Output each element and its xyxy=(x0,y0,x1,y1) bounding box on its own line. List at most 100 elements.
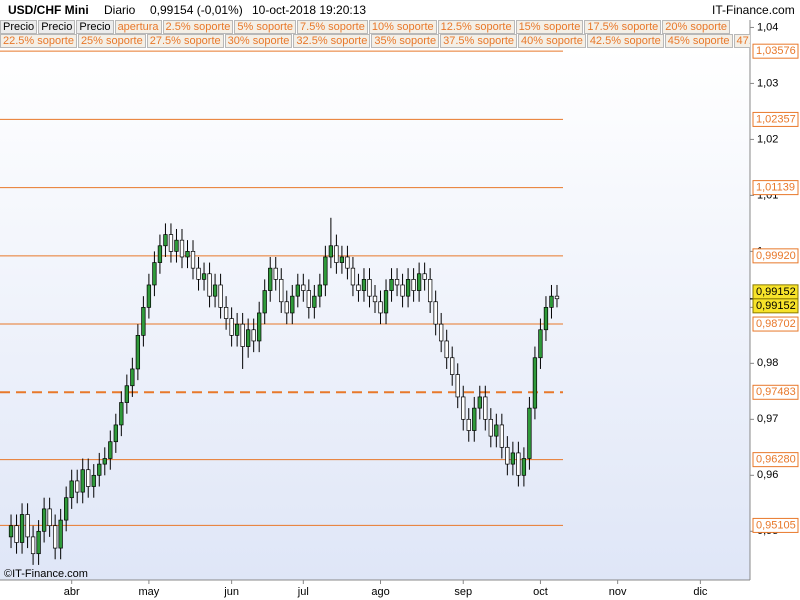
candle-body xyxy=(234,323,240,336)
x-tick-label: jun xyxy=(223,586,239,598)
level-label: 0,97483 xyxy=(756,386,796,398)
candle-body xyxy=(130,368,135,387)
toolbar-button[interactable]: 35% soporte xyxy=(371,34,440,48)
candle-body xyxy=(334,245,339,263)
candle-body xyxy=(439,323,444,342)
toolbar-button[interactable]: 5% soporte xyxy=(234,20,297,34)
candle-body xyxy=(527,407,532,459)
level-label-box xyxy=(752,248,799,264)
toolbar-button[interactable]: 27.5% soporte xyxy=(146,34,224,48)
x-tick-label: may xyxy=(139,586,160,598)
candle-body xyxy=(356,284,361,291)
toolbar-button[interactable]: 7.5% soporte xyxy=(297,20,368,34)
candle-body xyxy=(218,284,223,308)
candle-body xyxy=(157,245,163,263)
level-label: 0,99920 xyxy=(756,250,796,262)
candle-body xyxy=(378,301,383,314)
x-tick-label: sep xyxy=(454,586,472,598)
brand: IT-Finance.com xyxy=(712,3,795,17)
level-label-box xyxy=(752,452,799,468)
candle-body xyxy=(488,418,493,437)
candle-body xyxy=(174,239,179,252)
candle-body xyxy=(86,469,91,487)
candle-body xyxy=(422,273,427,280)
toolbar-button[interactable]: 47.5% xyxy=(733,34,750,48)
candle-body xyxy=(521,458,527,476)
candle-body xyxy=(223,307,229,319)
toolbar-button[interactable]: 15% soporte xyxy=(515,20,584,34)
toolbar-button[interactable]: 45% soporte xyxy=(664,34,733,48)
toolbar-button[interactable]: 30% soporte xyxy=(224,34,293,48)
toolbar-button[interactable]: apertura xyxy=(114,20,162,34)
candle-body xyxy=(207,273,212,297)
toolbar-button[interactable]: 22.5% soporte xyxy=(0,34,77,48)
toolbar-button[interactable]: 32.5% soporte xyxy=(293,34,371,48)
candle-body xyxy=(461,396,466,420)
header: USD/CHF Mini Diario 0,99154 (-0,01%) 10-… xyxy=(0,0,800,20)
toolbar-button[interactable]: 17.5% soporte xyxy=(584,20,662,34)
candle-body xyxy=(411,279,416,291)
candle-body xyxy=(190,251,196,269)
candle-body xyxy=(554,295,560,300)
datetime: 10-oct-2018 19:20:13 xyxy=(252,3,367,17)
y-tick-label: 1,04 xyxy=(757,21,778,33)
y-tick-label: 0,98 xyxy=(757,357,778,369)
x-tick-label: abr xyxy=(64,586,80,598)
candle-body xyxy=(505,446,510,465)
toolbar-button[interactable]: Precio xyxy=(38,20,76,34)
candle-body xyxy=(389,279,394,291)
candle-body xyxy=(257,312,262,342)
candle-body xyxy=(427,279,433,303)
plot-area xyxy=(0,48,750,580)
candle-body xyxy=(91,474,96,487)
candle-body xyxy=(339,256,345,263)
candle-body xyxy=(36,530,41,555)
candle-body xyxy=(240,323,245,347)
period: Diario xyxy=(104,3,136,17)
level-label-box xyxy=(752,180,799,196)
candle-body xyxy=(108,441,113,459)
candle-body xyxy=(543,307,549,331)
toolbar-button[interactable]: Precio xyxy=(0,20,38,34)
x-tick-label: jul xyxy=(297,586,309,598)
candle-body xyxy=(466,418,471,431)
candle-body xyxy=(538,329,543,359)
toolbar-button[interactable]: 37.5% soporte xyxy=(440,34,518,48)
candle-body xyxy=(301,284,306,291)
candle-body xyxy=(246,329,251,347)
candle-body xyxy=(323,256,328,286)
candle-body xyxy=(80,469,85,493)
candle-body xyxy=(19,514,25,543)
candle-body xyxy=(499,424,504,448)
toolbar-button[interactable]: 12.5% soporte xyxy=(437,20,515,34)
toolbar-button[interactable]: 40% soporte xyxy=(518,34,586,48)
candle-body xyxy=(97,463,102,476)
candle-body xyxy=(41,508,47,532)
candle-body xyxy=(146,284,152,308)
candle-body xyxy=(317,284,323,297)
toolbar-button[interactable]: 42.5% soporte xyxy=(586,34,664,48)
toolbar-button[interactable]: 10% soporte xyxy=(368,20,437,34)
level-label-box xyxy=(752,316,799,332)
toolbar-button[interactable]: 20% soporte xyxy=(662,20,731,34)
candle-body xyxy=(273,267,278,280)
candle-body xyxy=(295,284,300,297)
candle-body xyxy=(328,245,334,258)
candle-body xyxy=(251,329,256,342)
toolbar-button[interactable]: 2.5% soporte xyxy=(162,20,234,34)
candle-body xyxy=(119,402,124,426)
candle-body xyxy=(312,295,317,308)
level-label: 0,96280 xyxy=(756,454,796,466)
candle-body xyxy=(268,267,273,291)
candle-body xyxy=(549,295,554,308)
candle-body xyxy=(58,519,63,549)
candle-body xyxy=(141,307,146,336)
x-tick-label: oct xyxy=(533,586,548,598)
candle-body xyxy=(196,267,201,280)
candle-body xyxy=(367,279,372,297)
candle-body xyxy=(14,525,19,543)
toolbar-button[interactable]: 25% soporte xyxy=(77,34,146,48)
candle-body xyxy=(306,290,311,308)
toolbar-button[interactable]: Precio xyxy=(76,20,114,34)
candle-body xyxy=(135,335,141,370)
